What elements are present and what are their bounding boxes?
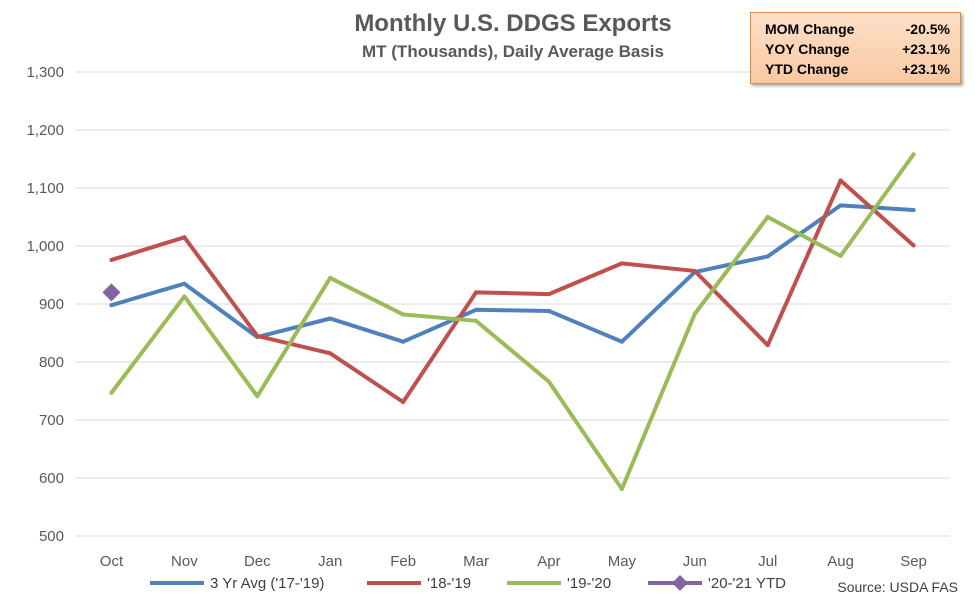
- data-point: [765, 254, 770, 259]
- data-point: [401, 400, 406, 405]
- x-tick-label: Jul: [758, 553, 777, 570]
- gridlines: [75, 71, 950, 537]
- data-point: [765, 215, 770, 219]
- legend-marker: [672, 575, 688, 591]
- y-tick-label: 1,200: [26, 122, 64, 139]
- legend-item-1: '18-'19: [367, 575, 471, 592]
- data-point: [109, 390, 114, 395]
- data-point: [255, 394, 260, 399]
- y-tick-label: 800: [39, 354, 64, 371]
- x-tick-label: Nov: [171, 553, 198, 570]
- data-point: [838, 178, 843, 183]
- source-note: Source: USDA FAS: [837, 579, 958, 595]
- data-point: [109, 303, 114, 308]
- y-tick-label: 1,300: [26, 64, 64, 81]
- series-line: [109, 203, 916, 344]
- y-axis: 500 600 700 800 900 1,000 1,100 1,200 1,300: [26, 64, 64, 545]
- stat-label: YOY Change: [765, 41, 850, 57]
- x-axis: Oct Nov Dec Jan Feb Mar Apr May Jun Jul Aug Sep: [100, 553, 927, 570]
- data-point: [911, 152, 916, 157]
- data-point: [546, 379, 551, 384]
- x-tick-label: Aug: [827, 553, 854, 570]
- data-point: [838, 253, 843, 258]
- x-tick-label: Sep: [900, 553, 927, 570]
- legend-item-3: '20-'21 YTD: [648, 575, 786, 592]
- data-point: [328, 275, 333, 280]
- legend: 3 Yr Avg ('17-'19) '18-'19 '19-'20 '20-'21 …: [150, 575, 786, 592]
- x-tick-label: Jan: [318, 553, 342, 570]
- stat-row-ytd: YTD Change +23.1%: [765, 59, 950, 79]
- x-tick-label: Oct: [100, 553, 124, 570]
- data-point: [474, 307, 479, 312]
- data-point: [692, 311, 697, 316]
- data-point: [911, 208, 916, 213]
- stat-value: -20.5%: [905, 21, 950, 37]
- data-point: [474, 318, 479, 323]
- legend-item-0: 3 Yr Avg ('17-'19): [150, 575, 324, 592]
- stat-label: MOM Change: [765, 21, 855, 37]
- x-tick-label: Mar: [463, 553, 489, 570]
- y-tick-label: 1,000: [26, 238, 64, 255]
- series-line: [109, 178, 916, 405]
- data-point: [401, 339, 406, 344]
- series-2: [109, 152, 916, 492]
- x-tick-label: Dec: [244, 553, 271, 570]
- data-point-marker: [102, 283, 121, 302]
- series-0: [109, 203, 916, 344]
- data-point: [255, 333, 260, 338]
- data-point: [619, 261, 624, 266]
- data-point: [182, 294, 187, 299]
- data-point: [765, 343, 770, 348]
- data-point: [109, 257, 114, 262]
- series-1: [109, 178, 916, 405]
- y-tick-label: 600: [39, 470, 64, 487]
- x-tick-label: Feb: [390, 553, 416, 570]
- data-point: [838, 203, 843, 208]
- stat-row-yoy: YOY Change +23.1%: [765, 39, 950, 59]
- y-tick-label: 700: [39, 412, 64, 429]
- data-point: [546, 292, 551, 297]
- data-point: [328, 316, 333, 321]
- stat-value: +23.1%: [902, 61, 950, 77]
- data-point: [692, 268, 697, 273]
- series-line: [109, 152, 916, 492]
- change-stats-box: MOM Change -20.5% YOY Change +23.1% YTD …: [750, 12, 961, 84]
- legend-label: 3 Yr Avg ('17-'19): [210, 575, 324, 592]
- data-point: [619, 487, 624, 492]
- stat-row-mom: MOM Change -20.5%: [765, 19, 950, 39]
- x-tick-label: Jun: [683, 553, 707, 570]
- chart-subtitle: MT (Thousands), Daily Average Basis: [362, 42, 664, 61]
- y-tick-label: 1,100: [26, 180, 64, 197]
- chart-title: Monthly U.S. DDGS Exports: [354, 10, 671, 37]
- stat-label: YTD Change: [765, 61, 849, 77]
- x-tick-label: Apr: [537, 553, 560, 570]
- data-point: [182, 235, 187, 240]
- data-point: [182, 281, 187, 286]
- y-tick-label: 500: [39, 528, 64, 545]
- data-point: [401, 312, 406, 317]
- y-tick-label: 900: [39, 296, 64, 313]
- legend-item-2: '19-'20: [507, 575, 611, 592]
- legend-label: '20-'21 YTD: [708, 575, 786, 592]
- stat-value: +23.1%: [902, 41, 950, 57]
- data-point: [474, 290, 479, 295]
- data-point: [911, 243, 916, 248]
- data-point: [546, 308, 551, 313]
- legend-label: '18-'19: [427, 575, 471, 592]
- data-point: [328, 351, 333, 356]
- x-tick-label: May: [608, 553, 637, 570]
- series-3: [102, 283, 121, 302]
- data-point: [619, 339, 624, 344]
- legend-label: '19-'20: [567, 575, 611, 592]
- series-layer: [102, 152, 916, 492]
